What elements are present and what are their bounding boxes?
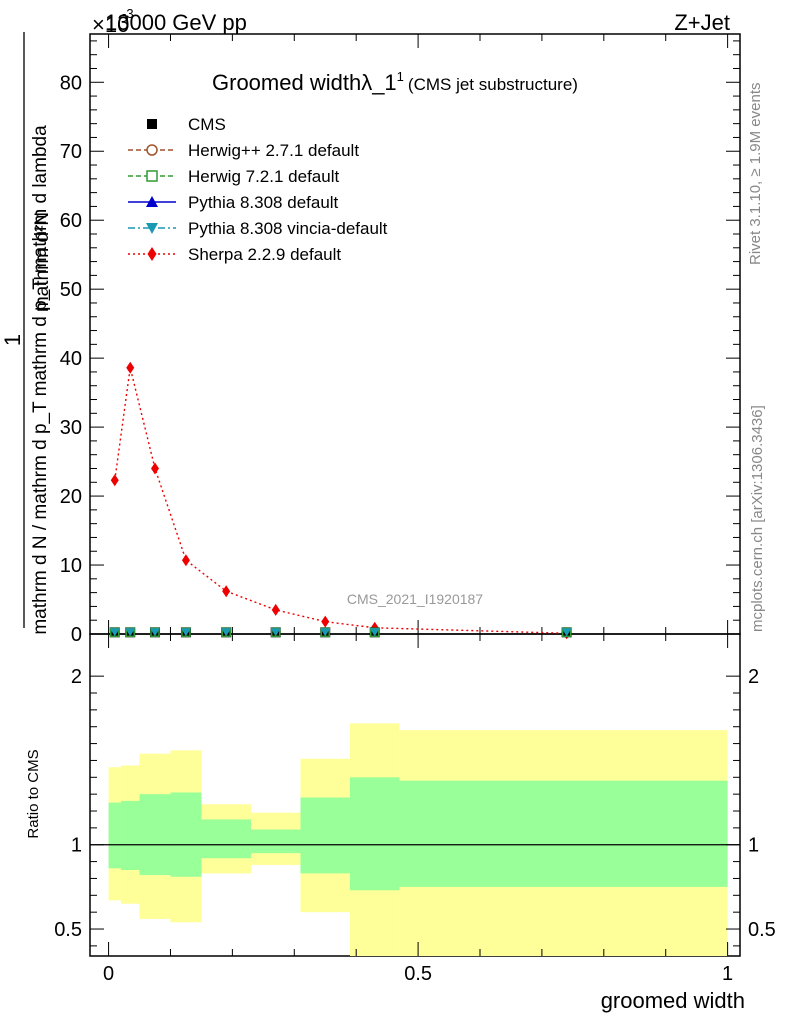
y-tick-label: 0 (71, 624, 82, 646)
exponent-label: ×10 (92, 12, 129, 37)
sherpa-point (181, 554, 190, 567)
vincia-point (270, 628, 281, 637)
ratio-y-tick-label-right: 2 (748, 666, 759, 688)
ratio-band-inner (250, 829, 301, 854)
ratio-y-tick-label-right: 1 (748, 835, 759, 857)
ratio-band-inner (139, 794, 171, 876)
legend-marker-pythia (146, 196, 158, 207)
y-tick-label: 20 (60, 486, 82, 508)
exponent-power: -3 (122, 6, 134, 21)
legend-marker-vincia (146, 223, 158, 234)
sherpa-point (222, 585, 231, 598)
ratio-y-tick-label: 0.5 (54, 919, 82, 941)
y-tick-label: 80 (60, 72, 82, 94)
y-tick-label: 70 (60, 141, 82, 163)
mcplots-label: mcplots.cern.ch [arXiv:1306.3436] (749, 405, 766, 632)
plot-title: Groomed widthλ_11 (CMS jet substructure) (212, 69, 578, 95)
ratio-y-tick-label: 2 (71, 666, 82, 688)
plot-title-lambda: λ_1 (361, 70, 396, 95)
legend: CMS Herwig++ 2.7.1 default Herwig 7.2.1 de… (128, 115, 388, 264)
y-tick-label: 30 (60, 417, 82, 439)
ratio-y-tick-label-right: 0.5 (748, 919, 776, 941)
ylabel-denominator: mathrm d N / mathrm d p_T mathrm d p_T m… (30, 125, 51, 635)
watermark: CMS_2021_I1920187 (347, 591, 483, 607)
legend-label: Pythia 8.308 vincia-default (188, 219, 388, 238)
y-tick-label: 50 (60, 279, 82, 301)
sherpa-point (151, 462, 159, 475)
vincia-point (320, 628, 331, 637)
rivet-label: Rivet 3.1.10, ≥ 1.9M events (747, 83, 764, 266)
plot-title-main: Groomed width (212, 70, 361, 95)
y-tick-label: 60 (60, 210, 82, 232)
sherpa-point (321, 615, 330, 628)
legend-label: Herwig++ 2.7.1 default (188, 141, 359, 160)
legend-marker-cms (147, 119, 157, 129)
vincia-point (180, 628, 191, 637)
ratio-band-inner (399, 780, 728, 887)
xlabel: groomed width (601, 988, 745, 1013)
x-tick-label: 1 (722, 963, 733, 985)
ratio-plot-layer: 0.5 0.5 1 1 2 2 0 0.5 1 (54, 634, 776, 985)
vincia-point (109, 628, 120, 637)
ratio-band-inner (120, 800, 140, 871)
process-label: Z+Jet (674, 10, 730, 35)
ratio-band-inner (201, 819, 251, 859)
ylabel-numerator: 1 (0, 334, 25, 346)
sherpa-point (110, 474, 119, 487)
vincia-point (221, 628, 232, 637)
vincia-point (369, 628, 380, 637)
vincia-point (150, 628, 160, 637)
legend-marker-sherpa (147, 247, 157, 261)
legend-label: CMS (188, 115, 226, 134)
ratio-ylabel: Ratio to CMS (25, 749, 42, 838)
legend-marker-herwig7 (146, 170, 158, 182)
ylabel-top: mathrm d²N (32, 212, 53, 312)
vincia-point (125, 628, 136, 637)
legend-marker-herwigpp (146, 144, 158, 156)
legend-label: Sherpa 2.2.9 default (188, 245, 341, 264)
sherpa-point (271, 603, 280, 616)
ratio-y-tick-label: 1 (71, 835, 82, 857)
vincia-point (561, 628, 572, 637)
y-tick-label: 10 (60, 555, 82, 577)
ratio-band-inner (170, 792, 202, 877)
energy-label: 13000 GeV pp (105, 10, 247, 35)
y-tick-label: 40 (60, 348, 82, 370)
sherpa-line (114, 367, 567, 634)
ratio-band-inner (108, 802, 121, 869)
plot-title-sub: (CMS jet substructure) (408, 75, 578, 94)
x-tick-label: 0.5 (404, 963, 432, 985)
plot-title-superscript: 1 (397, 69, 404, 84)
x-tick-label: 0 (103, 963, 114, 985)
main-plot-layer: 0 10 20 30 40 50 60 70 80 (60, 34, 740, 646)
ratio-band-inner (350, 777, 400, 891)
ratio-band-inner (300, 797, 350, 874)
legend-label: Herwig 7.2.1 default (188, 167, 339, 186)
legend-label: Pythia 8.308 default (188, 193, 339, 212)
sherpa-point (126, 361, 135, 374)
